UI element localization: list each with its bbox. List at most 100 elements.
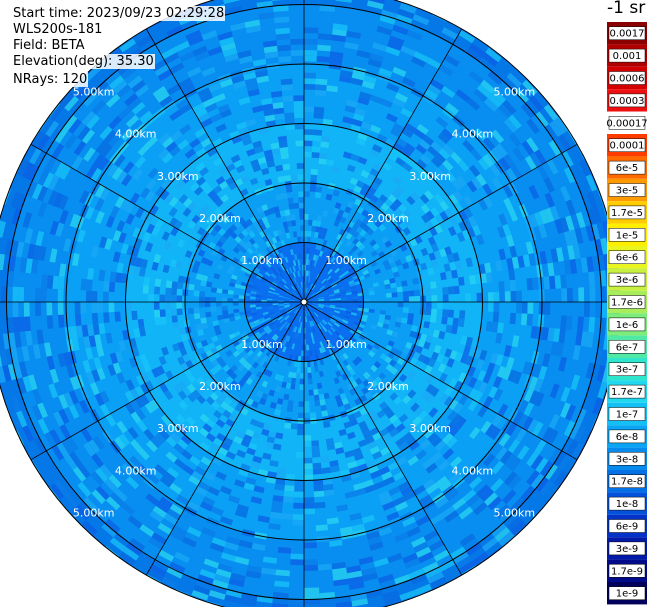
range-gate-cell <box>304 327 306 334</box>
range-gate-cell <box>309 412 317 419</box>
range-gate-cell <box>85 290 92 302</box>
range-gate-cell <box>468 476 483 490</box>
range-gate-cell <box>134 238 143 249</box>
range-gate-cell <box>367 58 382 68</box>
range-gate-cell <box>299 378 304 385</box>
range-gate-cell <box>322 292 329 296</box>
range-gate-cell <box>578 159 591 177</box>
range-gate-cell <box>233 220 242 229</box>
range-gate-cell <box>102 291 109 302</box>
range-gate-cell <box>265 261 272 268</box>
range-gate-cell <box>372 282 380 288</box>
range-gate-cell <box>357 439 368 448</box>
azimuth-spoke <box>145 28 305 303</box>
range-gate-cell <box>506 357 515 370</box>
range-gate-cell <box>310 168 318 176</box>
range-gate-cell <box>130 411 142 424</box>
range-gate-cell <box>376 409 386 419</box>
range-gate-cell <box>285 473 295 481</box>
range-gate-cell <box>476 84 492 98</box>
range-gate-cell <box>232 246 240 254</box>
range-gate-cell <box>347 413 356 422</box>
range-gate-cell <box>346 200 355 209</box>
range-gate-cell <box>517 255 525 268</box>
range-gate-cell <box>256 390 264 398</box>
range-label: 4.00km <box>452 128 494 141</box>
range-gate-cell <box>36 329 44 345</box>
range-gate-cell <box>125 476 140 490</box>
range-gate-cell <box>256 371 263 379</box>
range-gate-cell <box>199 92 213 103</box>
range-gate-cell <box>84 206 95 220</box>
range-gate-cell <box>245 363 253 371</box>
range-gate-cell <box>349 329 356 335</box>
range-gate-cell <box>373 176 383 186</box>
range-gate-cell <box>288 203 295 210</box>
range-gate-cell <box>387 461 399 472</box>
range-gate-cell <box>240 285 247 290</box>
range-gate-cell <box>499 291 506 302</box>
range-gate-cell <box>352 359 360 366</box>
range-gate-cell <box>367 536 382 546</box>
range-gate-cell <box>306 355 311 362</box>
range-gate-cell <box>301 344 304 351</box>
range-gate-cell <box>235 430 246 440</box>
range-gate-cell <box>108 133 121 147</box>
range-gate-cell <box>284 295 291 299</box>
range-gate-cell <box>225 405 235 414</box>
range-gate-cell <box>222 310 229 315</box>
range-gate-cell <box>255 69 269 78</box>
range-gate-cell <box>103 281 110 292</box>
range-gate-cell <box>268 311 275 316</box>
range-gate-cell <box>430 308 438 316</box>
range-gate-cell <box>163 513 178 526</box>
range-gate-cell <box>304 134 313 141</box>
range-gate-cell <box>338 273 345 279</box>
range-gate-cell <box>177 438 189 450</box>
range-gate-cell <box>379 14 396 25</box>
range-gate-cell <box>237 232 246 240</box>
range-gate-cell <box>379 353 388 361</box>
range-gate-cell <box>293 502 304 509</box>
range-gate-cell <box>219 78 234 88</box>
range-gate-cell <box>430 207 440 218</box>
range-gate-cell <box>338 286 345 291</box>
range-gate-cell <box>300 225 304 231</box>
range-gate-cell <box>238 96 251 106</box>
range-gate-cell <box>223 437 234 446</box>
range-gate-cell <box>267 296 273 299</box>
range-gate-cell <box>388 428 399 438</box>
range-gate-cell <box>187 307 194 315</box>
range-gate-cell <box>261 392 269 400</box>
range-gate-cell <box>447 286 454 295</box>
range-gate-cell <box>197 329 205 337</box>
range-gate-cell <box>308 289 313 295</box>
range-gate-cell <box>363 260 371 267</box>
range-gate-cell <box>385 423 396 433</box>
range-gate-cell <box>554 275 562 289</box>
range-gate-cell <box>228 333 236 340</box>
range-gate-cell <box>558 453 572 470</box>
range-gate-cell <box>99 125 113 140</box>
range-gate-cell <box>386 82 400 93</box>
range-gate-cell <box>327 268 333 275</box>
range-gate-cell <box>400 45 416 57</box>
range-gate-cell <box>270 506 283 514</box>
range-gate-cell <box>285 322 290 329</box>
range-gate-cell <box>358 420 368 429</box>
range-gate-cell <box>595 302 602 318</box>
range-gate-cell <box>366 220 375 229</box>
range-gate-cell <box>265 350 272 357</box>
range-gate-cell <box>304 339 307 345</box>
range-gate-cell <box>240 175 250 184</box>
range-gate-cell <box>259 397 267 406</box>
range-gate-cell <box>292 519 304 526</box>
range-gate-cell <box>442 159 454 172</box>
range-gate-cell <box>248 442 258 451</box>
range-gate-cell <box>275 27 290 35</box>
range-gate-cell <box>316 215 323 222</box>
range-gate-cell <box>463 195 474 208</box>
range-gate-cell <box>311 146 321 153</box>
range-gate-cell <box>250 272 258 278</box>
range-gate-cell <box>412 14 430 26</box>
